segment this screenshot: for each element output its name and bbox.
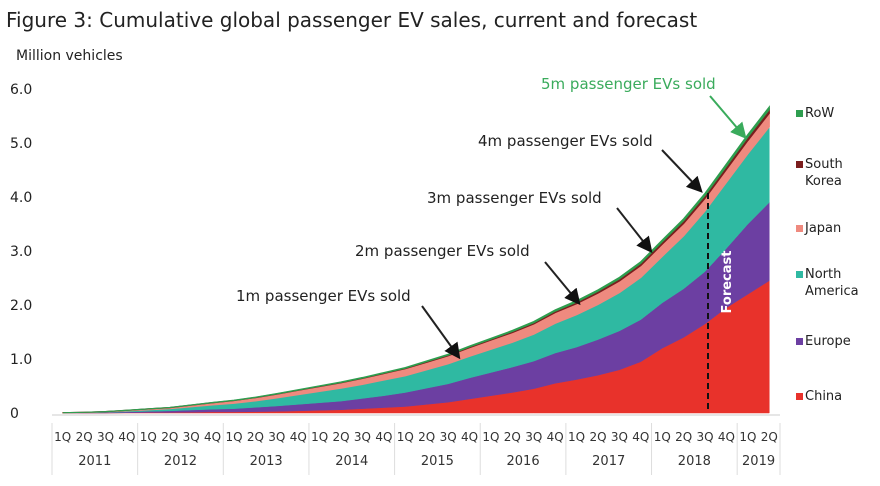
legend-item-north-america: North America [796, 266, 865, 300]
x-tick-year: 2012 [164, 454, 197, 469]
x-tick-quarter: 3Q [183, 430, 200, 444]
annotation-label: 3m passenger EVs sold [427, 189, 602, 207]
x-tick-year: 2015 [421, 454, 454, 469]
x-tick-quarter: 4Q [290, 430, 307, 444]
x-tick-quarter: 2Q [161, 430, 178, 444]
x-tick-quarter: 4Q [118, 430, 135, 444]
annotation-arrow [709, 95, 747, 140]
x-tick-quarter: 3Q [97, 430, 114, 444]
legend-label: China [805, 389, 843, 404]
x-tick-quarter: 3Q [611, 430, 628, 444]
x-tick-quarter: 4Q [632, 430, 649, 444]
x-tick-year: 2013 [250, 454, 283, 469]
x-tick-quarter: 3Q [354, 430, 371, 444]
area-row [62, 105, 770, 414]
x-tick-quarter: 1Q [482, 430, 499, 444]
annotation-arrow [661, 149, 703, 193]
x-tick-quarter: 1Q [140, 430, 157, 444]
x-tick-quarter: 4Q [718, 430, 735, 444]
forecast-label: Forecast [720, 251, 735, 314]
x-tick-quarter: 1Q [311, 430, 328, 444]
x-tick-quarter: 3Q [525, 430, 542, 444]
legend-label: South Korea [805, 157, 843, 189]
x-tick-year: 2019 [742, 454, 775, 469]
x-tick-quarter: 3Q [440, 430, 457, 444]
annotation-arrow [544, 261, 581, 306]
legend-swatch [796, 110, 803, 117]
y-tick-label: 0 [10, 406, 19, 422]
x-tick-quarter: 1Q [397, 430, 414, 444]
x-tick-quarter: 1Q [739, 430, 756, 444]
x-tick-quarter: 1Q [654, 430, 671, 444]
y-tick-label: 5.0 [10, 136, 32, 152]
annotation-arrow [616, 207, 653, 254]
y-tick-label: 4.0 [10, 190, 32, 206]
x-tick-quarter: 4Q [547, 430, 564, 444]
x-tick-quarter: 4Q [375, 430, 392, 444]
y-axis-label: Million vehicles [16, 48, 123, 64]
x-tick-quarter: 2Q [418, 430, 435, 444]
y-tick-label: 1.0 [10, 352, 32, 368]
legend-item-china: China [796, 388, 842, 405]
legend-label: Europe [805, 334, 851, 349]
x-tick-quarter: 2Q [333, 430, 350, 444]
legend-swatch [796, 271, 803, 278]
x-tick-quarter: 2Q [247, 430, 264, 444]
x-tick-quarter: 2Q [76, 430, 93, 444]
legend-item-japan: Japan [796, 220, 841, 237]
legend-label: RoW [805, 106, 835, 121]
legend-swatch [796, 161, 803, 168]
annotation-arrow [421, 305, 461, 360]
x-tick-quarter: 2Q [589, 430, 606, 444]
x-tick-year: 2016 [507, 454, 540, 469]
annotation-label: 2m passenger EVs sold [355, 242, 530, 260]
x-tick-quarter: 3Q [268, 430, 285, 444]
y-tick-label: 2.0 [10, 298, 32, 314]
x-tick-year: 2018 [678, 454, 711, 469]
annotation-label: 5m passenger EVs sold [541, 75, 716, 93]
x-tick-quarter: 4Q [461, 430, 478, 444]
x-tick-quarter: 1Q [225, 430, 242, 444]
x-tick-quarter: 3Q [697, 430, 714, 444]
legend-item-europe: Europe [796, 333, 851, 350]
chart-title: Figure 3: Cumulative global passenger EV… [6, 8, 698, 32]
annotation-label: 4m passenger EVs sold [478, 132, 653, 150]
x-tick-quarter: 2Q [675, 430, 692, 444]
legend-swatch [796, 393, 803, 400]
legend-label: North America [805, 267, 859, 299]
y-tick-label: 6.0 [10, 82, 32, 98]
legend-swatch [796, 338, 803, 345]
legend-item-row: RoW [796, 105, 834, 122]
x-tick-quarter: 4Q [204, 430, 221, 444]
y-tick-label: 3.0 [10, 244, 32, 260]
x-tick-quarter: 1Q [568, 430, 585, 444]
x-tick-quarter: 2Q [761, 430, 778, 444]
legend-swatch [796, 225, 803, 232]
annotation-label: 1m passenger EVs sold [236, 287, 411, 305]
x-tick-year: 2011 [78, 454, 111, 469]
x-tick-year: 2014 [335, 454, 368, 469]
legend-item-south-korea: South Korea [796, 156, 865, 190]
x-tick-year: 2017 [592, 454, 625, 469]
legend-label: Japan [805, 221, 842, 236]
x-tick-quarter: 1Q [54, 430, 71, 444]
x-tick-quarter: 2Q [504, 430, 521, 444]
